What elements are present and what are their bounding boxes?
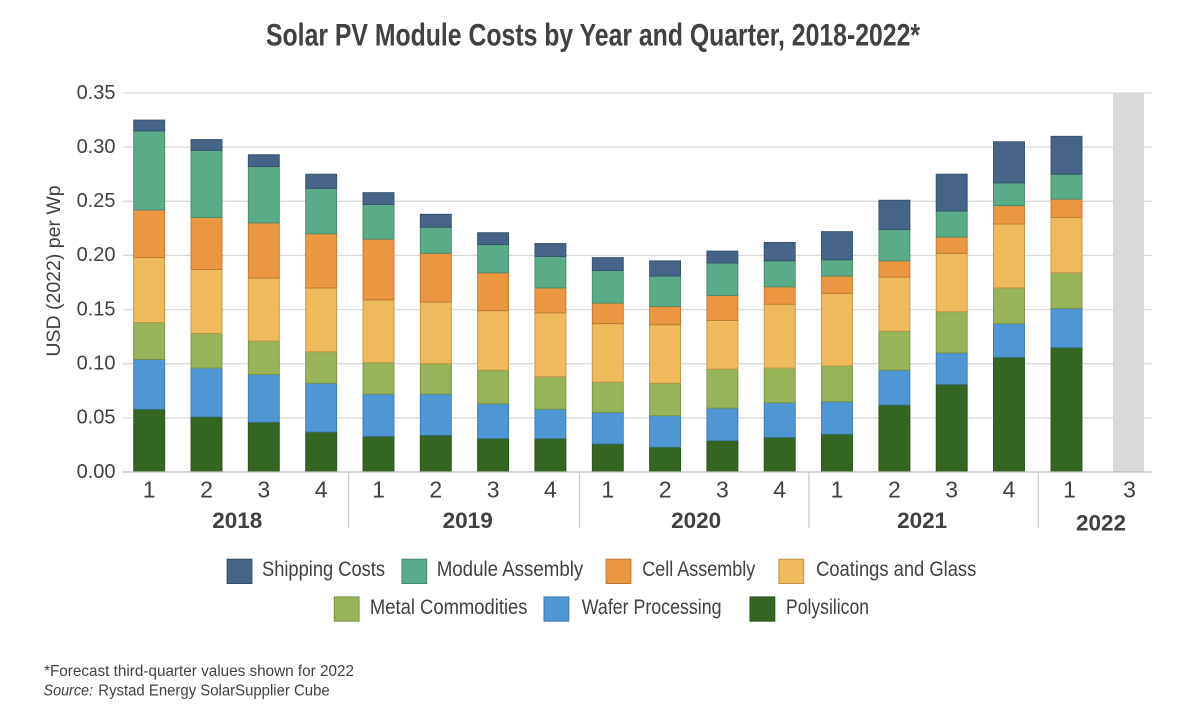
svg-text:Rystad Energy SolarSupplier Cu: Rystad Energy SolarSupplier Cube [98,683,329,700]
svg-text:1: 1 [372,477,385,503]
svg-text:0.10: 0.10 [77,353,116,375]
svg-text:1: 1 [831,477,844,503]
svg-text:0.15: 0.15 [77,298,116,320]
svg-text:0.30: 0.30 [77,136,116,158]
svg-text:*Forecast third-quarter values: *Forecast third-quarter values shown for… [44,663,354,680]
svg-text:Cell Assembly: Cell Assembly [642,558,756,581]
svg-text:3: 3 [257,477,270,503]
svg-text:0.00: 0.00 [77,461,116,483]
svg-text:Coatings and Glass: Coatings and Glass [816,558,976,581]
svg-text:2019: 2019 [443,508,493,533]
svg-text:3: 3 [487,477,500,503]
svg-text:2: 2 [888,477,901,503]
svg-text:Source:: Source: [44,683,94,700]
svg-text:1: 1 [601,477,614,503]
svg-text:Module Assembly: Module Assembly [437,558,584,581]
svg-text:2: 2 [200,477,213,503]
svg-text:Metal Commodities: Metal Commodities [370,596,528,619]
svg-text:2: 2 [659,477,672,503]
svg-text:Wafer Processing: Wafer Processing [582,596,722,619]
svg-text:USD (2022) per Wp: USD (2022) per Wp [43,185,65,356]
svg-text:2018: 2018 [212,508,262,533]
svg-text:Polysilicon: Polysilicon [786,596,869,619]
svg-text:Shipping Costs: Shipping Costs [262,558,385,581]
svg-text:3: 3 [1123,477,1136,503]
svg-text:1: 1 [143,477,156,503]
svg-text:2022: 2022 [1076,511,1126,536]
svg-text:Solar PV Module Costs by Year: Solar PV Module Costs by Year and Quarte… [266,17,921,53]
svg-text:4: 4 [773,477,786,503]
svg-text:4: 4 [1003,477,1016,503]
svg-text:2020: 2020 [671,508,721,533]
svg-text:0.25: 0.25 [77,190,116,212]
svg-text:3: 3 [716,477,729,503]
svg-text:0.20: 0.20 [77,244,116,266]
svg-text:4: 4 [544,477,557,503]
svg-text:2: 2 [429,477,442,503]
svg-text:4: 4 [315,477,328,503]
svg-text:2021: 2021 [897,508,947,533]
svg-text:0.05: 0.05 [77,407,116,429]
svg-text:0.35: 0.35 [77,82,116,104]
svg-text:3: 3 [945,477,958,503]
svg-text:1: 1 [1063,477,1076,503]
